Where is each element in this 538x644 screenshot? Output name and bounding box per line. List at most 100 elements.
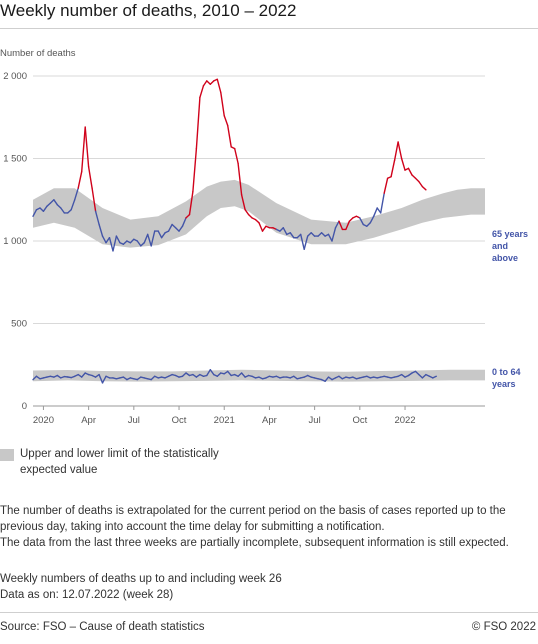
line-segment-65-plus	[129, 238, 135, 244]
line-segment-under-65	[223, 370, 229, 375]
line-segment-65-plus	[199, 85, 205, 99]
line-segment-65-plus	[244, 208, 250, 216]
line-segment-65-plus	[282, 227, 288, 236]
line-segment-65-plus	[202, 80, 208, 87]
line-segment-65-plus	[146, 233, 152, 247]
line-segment-65-plus	[181, 217, 187, 227]
line-segment-65-plus	[300, 233, 305, 251]
line-segment-under-65	[226, 370, 232, 377]
copyright-text: © FSO 2022	[471, 621, 536, 633]
expected-range-bands	[33, 179, 485, 382]
note-1: The number of deaths is extrapolated for…	[0, 505, 506, 533]
line-segment-65-plus	[108, 236, 114, 252]
line-segment-65-plus	[331, 227, 337, 242]
line-segment-under-65	[80, 372, 86, 378]
line-segment-65-plus	[258, 222, 264, 232]
series-label-65-plus: above	[492, 253, 518, 263]
line-segment-65-plus	[67, 208, 72, 214]
x-tick-label: Jul	[128, 415, 140, 426]
y-tick-label: 1 000	[3, 236, 27, 247]
line-segment-65-plus	[307, 232, 312, 237]
line-segment-65-plus	[157, 230, 163, 239]
line-segment-under-65	[421, 373, 427, 379]
line-segment-65-plus	[192, 147, 198, 193]
line-segment-65-plus	[366, 222, 371, 227]
line-segment-65-plus	[171, 223, 177, 229]
line-segment-under-65	[195, 373, 201, 378]
line-segment-under-65	[206, 369, 212, 377]
line-segment-65-plus	[261, 225, 267, 232]
line-segment-65-plus	[407, 167, 413, 176]
line-segment-65-plus	[122, 240, 128, 246]
line-segment-65-plus	[206, 80, 212, 85]
line-segment-under-65	[324, 376, 330, 382]
meta-weeks: Weekly numbers of deaths up to and inclu…	[0, 573, 282, 585]
line-segment-65-plus	[254, 218, 260, 224]
line-segment-65-plus	[380, 192, 385, 214]
line-segment-65-plus	[70, 199, 76, 211]
line-segment-65-plus	[98, 223, 104, 237]
y-axis-label: Number of deaths	[0, 48, 76, 59]
y-tick-label: 0	[22, 401, 27, 412]
line-segment-65-plus	[317, 232, 323, 237]
line-segment-65-plus	[327, 233, 333, 242]
line-segment-65-plus	[42, 205, 48, 213]
line-segment-under-65	[77, 373, 83, 378]
line-segment-65-plus	[150, 230, 156, 247]
line-segment-65-plus	[226, 124, 232, 148]
line-segment-65-plus	[390, 159, 396, 178]
footer-divider	[0, 612, 538, 613]
y-tick-label: 2 000	[3, 71, 27, 82]
y-tick-label: 500	[11, 319, 27, 330]
line-segment-65-plus	[46, 202, 52, 208]
series-label-under-65: 0 to 64	[492, 367, 521, 377]
line-segment-65-plus	[91, 187, 97, 213]
x-tick-label: Oct	[172, 415, 187, 426]
line-segment-65-plus	[84, 126, 90, 168]
line-segment-under-65	[101, 375, 107, 384]
line-segment-65-plus	[233, 147, 239, 165]
line-segment-under-65	[35, 375, 41, 380]
line-segment-65-plus	[338, 220, 344, 231]
line-segment-65-plus	[373, 207, 378, 218]
chart-title: Weekly number of deaths, 2010 – 2022	[0, 1, 297, 20]
source-text: Source: FSO – Cause of death statistics	[0, 621, 205, 633]
line-segment-65-plus	[87, 166, 93, 189]
line-segment-65-plus	[247, 213, 253, 219]
line-segment-65-plus	[77, 170, 83, 189]
series-label-under-65: years	[492, 379, 516, 389]
line-segment-under-65	[209, 369, 215, 376]
line-segment-65-plus	[397, 141, 403, 160]
notes: The number of deaths is extrapolated for…	[0, 503, 530, 551]
series-label-65-plus: 65 years	[492, 229, 528, 239]
line-segment-65-plus	[112, 235, 118, 252]
x-tick-label: Apr	[262, 415, 277, 426]
x-tick-label: Oct	[352, 415, 367, 426]
data-lines	[32, 78, 437, 384]
line-segment-65-plus	[49, 199, 55, 204]
line-segment-65-plus	[143, 233, 149, 244]
line-segment-under-65	[407, 372, 413, 377]
line-segment-65-plus	[240, 194, 246, 211]
line-segment-65-plus	[348, 217, 354, 222]
note-2: The data from the last three weeks are p…	[0, 537, 509, 549]
line-segment-65-plus	[216, 78, 222, 94]
line-segment-65-plus	[237, 162, 243, 196]
chart: Number of deaths 0 500 1 000 1 500 2 000 2020 A…	[0, 48, 528, 426]
line-segment-under-65	[192, 373, 198, 378]
line-segment-65-plus	[223, 114, 229, 127]
x-tick-label: 2020	[33, 415, 54, 426]
line-segment-65-plus	[345, 220, 351, 231]
line-segment-under-65	[432, 375, 437, 379]
line-segment-under-65	[338, 375, 344, 380]
line-segment-65-plus	[188, 190, 194, 216]
line-segment-under-65	[414, 370, 420, 376]
line-segment-65-plus	[32, 208, 38, 218]
line-segment-65-plus	[73, 187, 79, 201]
line-segment-65-plus	[160, 232, 166, 239]
line-segment-under-65	[150, 375, 156, 381]
legend: Upper and lower limit of the statistical…	[0, 446, 260, 478]
line-segment-65-plus	[421, 185, 427, 191]
axes: Number of deaths 0 500 1 000 1 500 2 000 2020 A…	[0, 48, 528, 426]
x-tick-label: 2022	[394, 415, 415, 426]
